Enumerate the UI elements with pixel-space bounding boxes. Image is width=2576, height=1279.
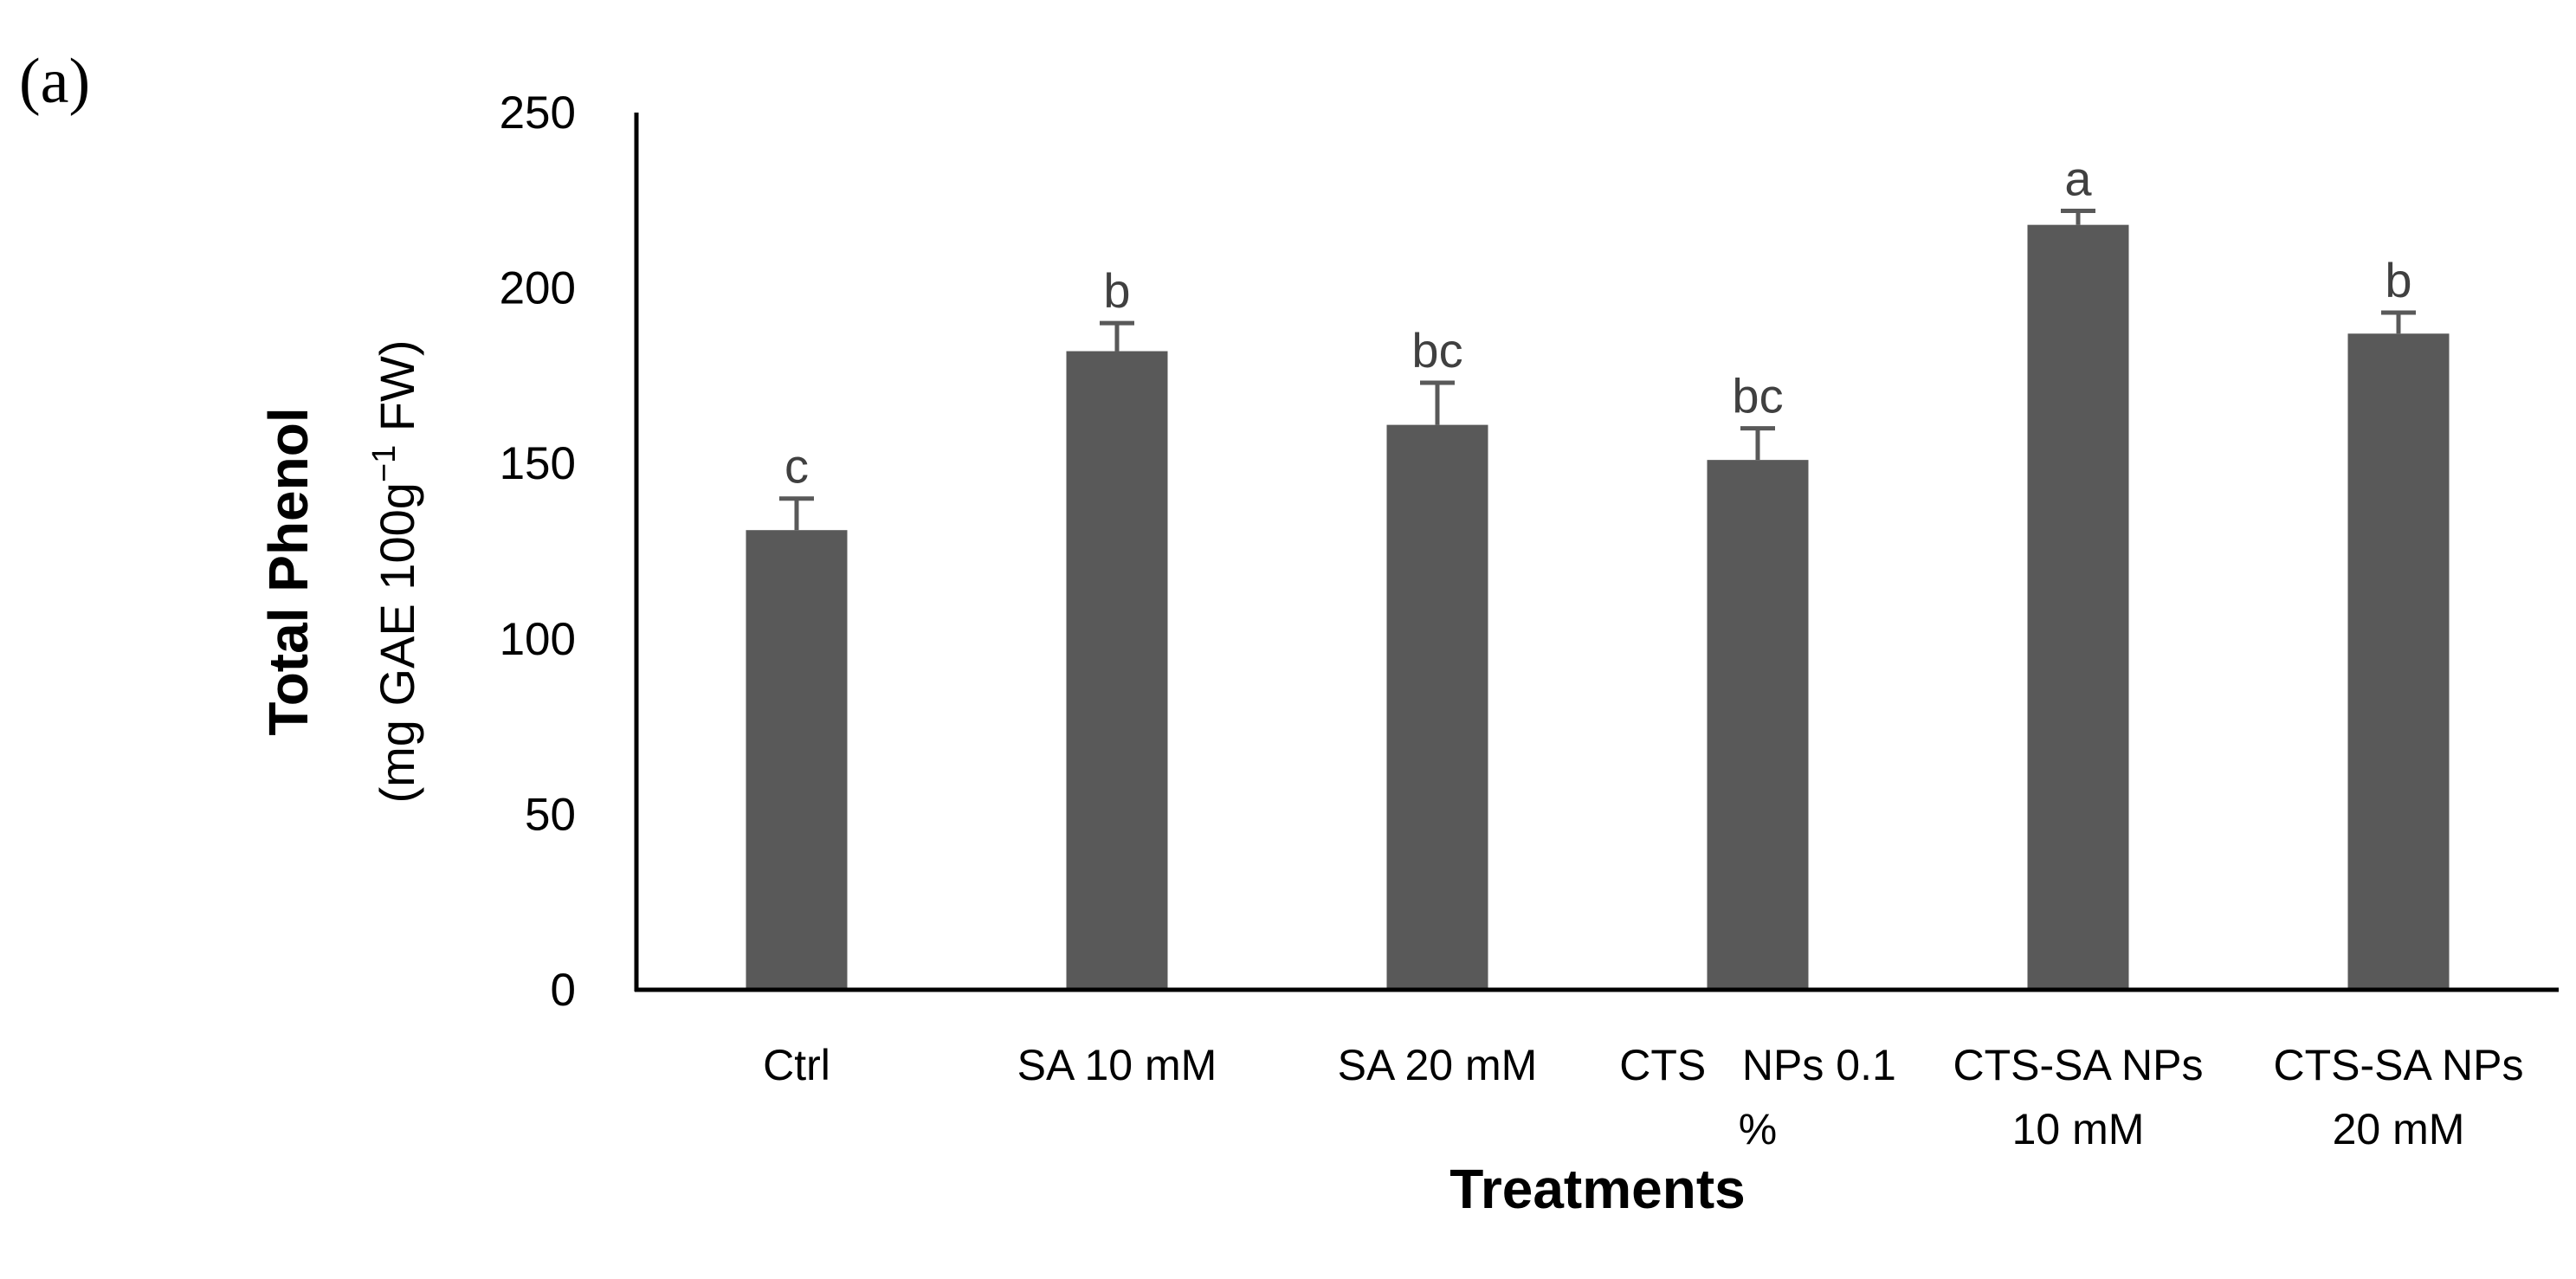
x-category-label: 20 mM — [2333, 1105, 2465, 1153]
x-axis-title: Treatments — [1449, 1158, 1745, 1220]
bar — [1707, 460, 1809, 990]
x-axis-labels: Ctrl SA 10 mM SA 20 mM CTS NPs 0.1% CTS-SA N… — [763, 1041, 2523, 1153]
x-category-label: Ctrl — [763, 1041, 830, 1089]
y-tick-label: 50 — [525, 789, 576, 840]
y-axis-title-main: Total Phenol — [257, 407, 320, 735]
x-category-label: CTS-SA NPs — [2274, 1041, 2524, 1089]
significance-letter: c — [784, 439, 809, 494]
y-axis-unit-label: (mg GAE 100g−1 FW) — [366, 339, 424, 803]
panel-label: (a) — [19, 46, 90, 117]
x-category-label: % — [1739, 1105, 1777, 1153]
significance-letters: c b bc bc a b — [784, 151, 2412, 493]
y-tick-label: 150 — [500, 438, 576, 489]
bar — [2027, 224, 2129, 990]
y-tick-label: 100 — [500, 614, 576, 665]
y-tick-label: 0 — [551, 965, 576, 1016]
bar — [2347, 333, 2450, 990]
x-category-label: 10 mM — [2012, 1105, 2145, 1153]
x-category-label: CTS NPs 0.1 — [1619, 1041, 1896, 1089]
bar — [746, 530, 848, 990]
x-category-label: SA 10 mM — [1017, 1041, 1217, 1089]
x-category-label: CTS-SA NPs — [1953, 1041, 2204, 1089]
y-axis-title: Total Phenol — [257, 407, 320, 735]
significance-letter: bc — [1732, 369, 1783, 423]
y-axis-ticks: 0 50 100 150 200 250 — [500, 87, 576, 1016]
significance-letter: bc — [1411, 323, 1462, 378]
significance-letter: a — [2064, 151, 2092, 205]
bar — [1066, 351, 1168, 990]
error-bars — [779, 208, 2416, 531]
bars — [746, 224, 2450, 990]
bar — [1386, 424, 1488, 990]
significance-letter: b — [1103, 263, 1130, 318]
y-axis-unit: (mg GAE 100g−1 FW) — [366, 339, 424, 803]
significance-letter: b — [2385, 253, 2411, 307]
y-tick-label: 250 — [500, 87, 576, 139]
x-category-label: SA 20 mM — [1338, 1041, 1538, 1089]
y-tick-label: 200 — [500, 263, 576, 314]
